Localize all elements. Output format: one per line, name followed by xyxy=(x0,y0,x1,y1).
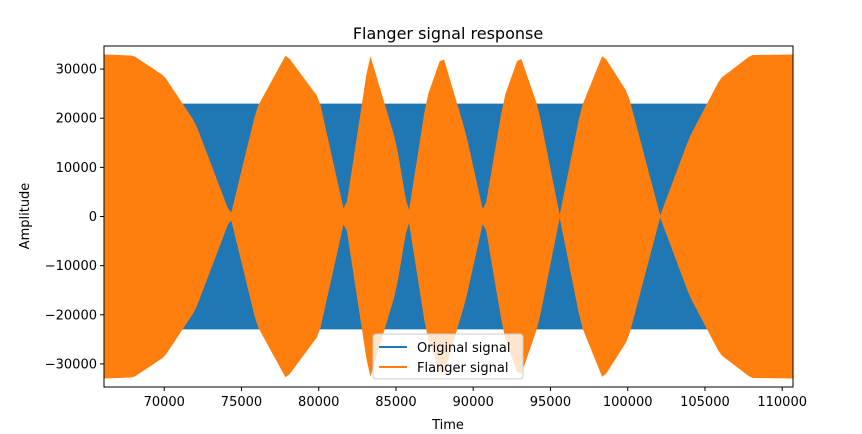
x-tick-label: 75000 xyxy=(221,395,262,410)
y-axis-title: Amplitude xyxy=(18,183,33,250)
y-axis: −30000 −20000 −10000 0 10000 20000 30000 xyxy=(45,63,104,372)
x-tick-label: 95000 xyxy=(530,395,571,410)
x-tick-label: 105000 xyxy=(680,395,730,410)
x-tick-label: 110000 xyxy=(757,395,807,410)
x-tick-label: 85000 xyxy=(375,395,416,410)
y-tick-label: −10000 xyxy=(45,259,97,274)
plot-area xyxy=(104,54,793,379)
y-tick-label: −20000 xyxy=(45,308,97,323)
y-tick-label: −30000 xyxy=(45,357,97,372)
y-tick-label: 0 xyxy=(89,210,97,225)
x-axis-title: Time xyxy=(431,418,464,433)
legend-label: Flanger signal xyxy=(417,361,508,376)
legend-box xyxy=(372,333,524,380)
x-tick-label: 80000 xyxy=(298,395,339,410)
legend: Original signal Flanger signal xyxy=(372,333,524,380)
x-axis: 70000 75000 80000 85000 90000 95000 100000 1050… xyxy=(144,387,807,410)
series-flanger-signal xyxy=(104,54,793,379)
legend-label: Original signal xyxy=(417,341,510,356)
x-tick-label: 100000 xyxy=(603,395,653,410)
y-tick-label: 30000 xyxy=(56,63,97,78)
chart-title: Flanger signal response xyxy=(353,24,543,43)
y-tick-label: 10000 xyxy=(56,161,97,176)
x-tick-label: 70000 xyxy=(144,395,185,410)
x-tick-label: 90000 xyxy=(453,395,494,410)
y-tick-label: 20000 xyxy=(56,112,97,127)
